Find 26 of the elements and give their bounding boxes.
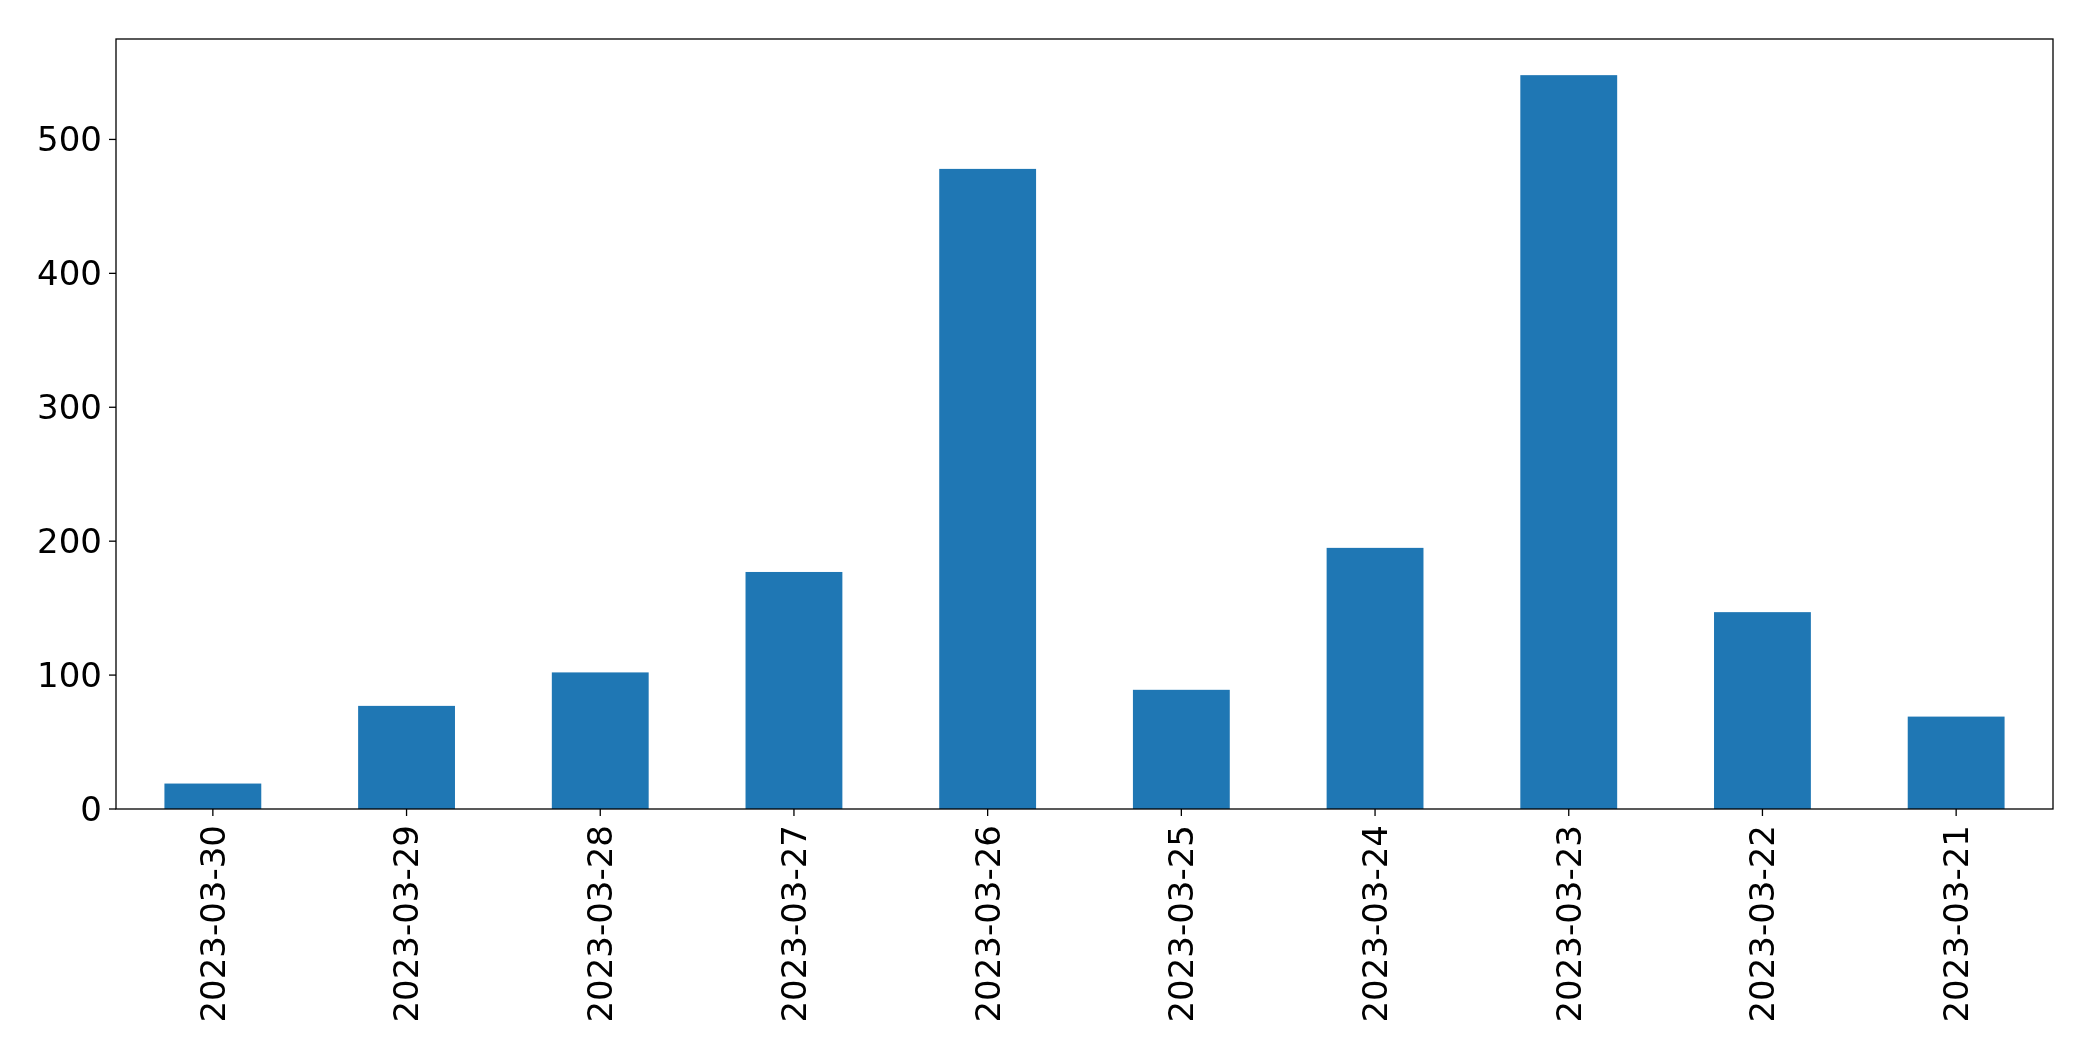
x-tick-label: 2023-03-25: [1161, 825, 1202, 1023]
y-tick-label: 500: [37, 119, 102, 160]
bar: [1714, 612, 1811, 809]
x-tick-label: 2023-03-29: [386, 825, 427, 1023]
bar: [358, 705, 455, 809]
y-tick-label: 300: [37, 387, 102, 428]
y-tick-label: 400: [37, 253, 102, 294]
x-tick-label: 2023-03-28: [580, 825, 621, 1023]
bar: [1907, 716, 2005, 809]
bar: [745, 571, 843, 809]
bar: [939, 168, 1037, 809]
x-tick-label: 2023-03-21: [1936, 825, 1977, 1023]
bar: [1132, 689, 1230, 809]
bar: [551, 672, 649, 809]
x-tick-label: 2023-03-23: [1548, 825, 1589, 1023]
bar: [1326, 547, 1424, 809]
bar: [1520, 75, 1618, 809]
y-tick-label: 200: [37, 521, 102, 562]
x-tick-label: 2023-03-26: [967, 825, 1008, 1023]
bar: [164, 783, 262, 809]
y-tick-label: 0: [80, 788, 102, 829]
x-tick-label: 2023-03-30: [192, 825, 233, 1023]
x-tick-label: 2023-03-24: [1354, 825, 1395, 1023]
y-tick-label: 100: [37, 654, 102, 695]
x-tick-label: 2023-03-22: [1742, 825, 1783, 1023]
x-tick-label: 2023-03-27: [773, 825, 814, 1023]
